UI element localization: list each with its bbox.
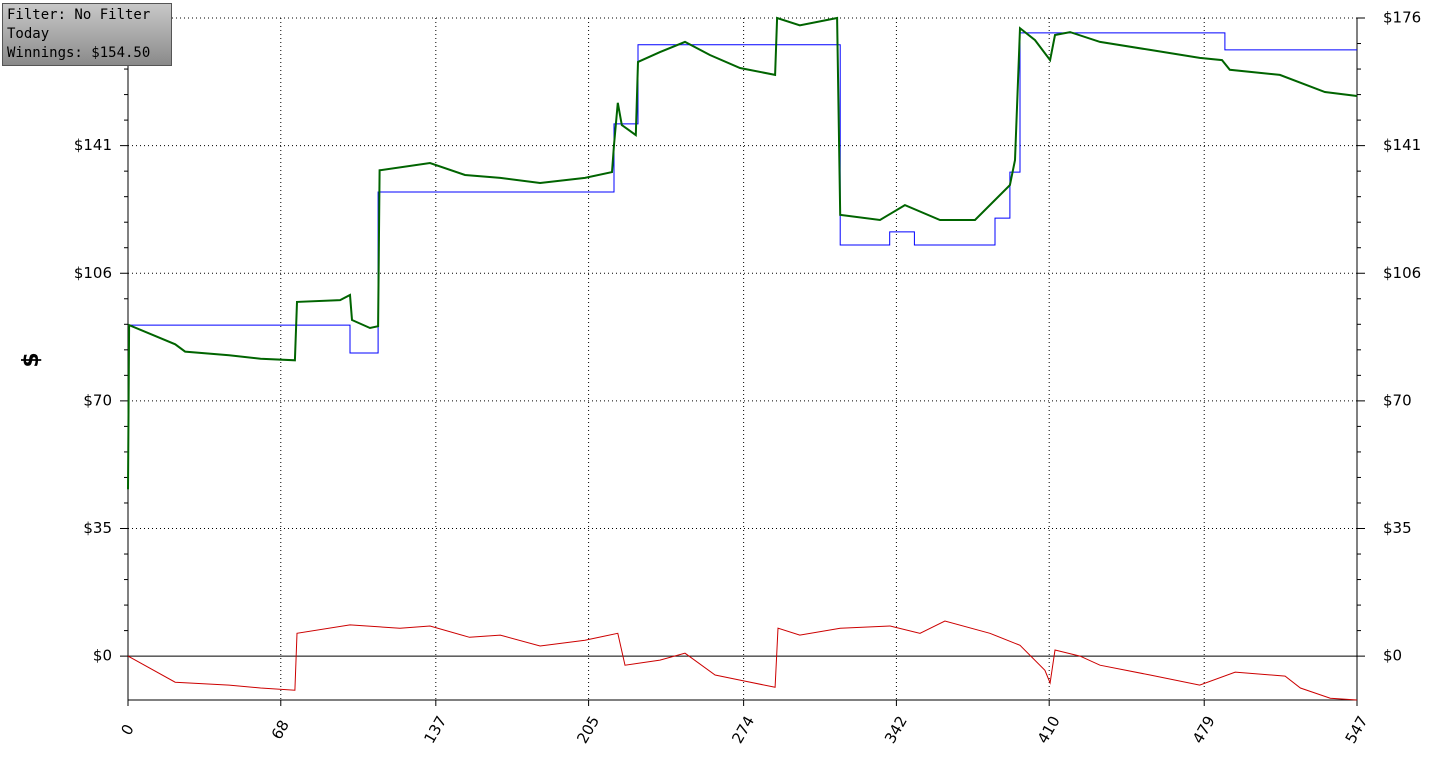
y-axis-label: $ [19, 352, 44, 367]
x-tick-label: 274 [728, 713, 758, 747]
series-line [127, 620, 1358, 701]
y-tick-label: $141 [1383, 136, 1421, 154]
y-tick-label: $0 [1383, 647, 1402, 665]
info-box: Filter: No Filter Today Winnings: $154.5… [2, 3, 172, 66]
info-line: Today [7, 26, 50, 42]
x-tick-label: 410 [1034, 713, 1064, 747]
y-tick-label: $35 [83, 519, 112, 537]
x-tick-label: 205 [573, 713, 603, 747]
y-tick-label: $70 [1383, 391, 1412, 409]
x-tick-label: 479 [1189, 713, 1219, 747]
y-tick-label: $106 [74, 264, 112, 282]
y-tick-label: $176 [1383, 9, 1421, 27]
x-tick-label: 137 [420, 713, 450, 747]
x-tick-label: 0 [117, 721, 137, 738]
y-tick-label: $70 [83, 391, 112, 409]
y-tick-label: $35 [1383, 519, 1412, 537]
series-line [128, 32, 1357, 354]
y-tick-label: $141 [74, 136, 112, 154]
info-line: Winnings: $154.50 [7, 45, 151, 61]
y-tick-label: $0 [93, 647, 112, 665]
info-line: Filter: No Filter [7, 7, 151, 23]
x-tick-label: 547 [1342, 713, 1372, 747]
series-line [127, 16, 1358, 490]
x-tick-label: 68 [268, 717, 293, 743]
x-tick-label: 342 [881, 713, 911, 747]
y-tick-label: $106 [1383, 264, 1421, 282]
